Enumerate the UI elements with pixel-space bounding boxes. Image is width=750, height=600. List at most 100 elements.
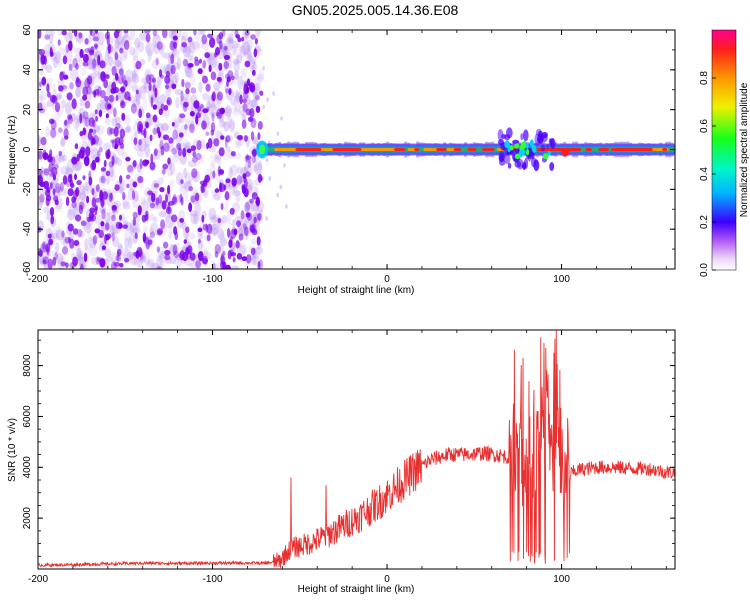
noise-blob [228,118,235,133]
noise-blob-strong [59,71,64,81]
noise-blob [238,105,246,116]
noise-blob-strong [244,226,249,237]
noise-blob [96,31,105,46]
noise-blob [96,124,105,135]
noise-blob [104,248,112,258]
noise-blob-strong [245,212,251,218]
noise-blob-strong [109,127,115,135]
noise-blob-strong [251,148,257,158]
noise-blob [209,213,217,223]
noise-blob [209,102,216,112]
noise-blob-strong [196,139,202,151]
noise-blob-strong [160,219,166,230]
noise-blob-strong [137,176,144,184]
noise-blob-sparse [276,192,280,198]
noise-blob [151,262,161,269]
noise-blob-strong [54,102,60,113]
noise-blob-strong [236,174,243,185]
noise-blob-strong [98,109,103,118]
noise-blob-sparse [266,97,269,102]
noise-blob [92,124,101,133]
noise-blob [250,160,258,168]
spectrogram-y-tick-label: 40 [22,64,33,76]
noise-blob-strong [157,194,163,204]
noise-blob [247,49,253,62]
noise-blob [240,218,245,227]
noise-blob [249,55,257,64]
noise-blob-strong [93,90,97,98]
noise-blob-strong [98,229,105,239]
noise-blob [128,236,133,250]
noise-blob [51,82,57,92]
noise-blob-strong [223,54,231,60]
noise-blob [193,214,199,225]
noise-blob-strong [82,86,89,96]
noise-blob [104,51,110,65]
noise-blob [243,34,249,44]
noise-blob [66,209,76,221]
noise-blob-strong [119,142,125,150]
noise-blob [227,114,232,129]
noise-blob [137,41,145,53]
noise-blob [226,38,234,45]
noise-blob-strong [71,156,78,165]
noise-blob [157,41,166,54]
noise-blob-strong [67,114,73,120]
noise-blob [129,219,139,234]
noise-blob-strong [235,240,240,249]
noise-blob-strong [75,62,79,71]
noise-blob-strong [61,230,65,238]
noise-blob [209,216,218,223]
noise-blob [182,138,189,149]
noise-blob [229,99,237,106]
noise-blob-strong [227,70,234,78]
noise-blob [189,120,195,131]
noise-blob-strong [63,128,69,139]
disturbance-blob [497,129,504,141]
noise-blob [129,46,136,56]
noise-blob [212,226,218,237]
signal-band-core [436,148,447,151]
signal-onset-core [259,144,266,155]
noise-blob-strong [132,216,137,227]
noise-blob-strong [171,83,177,90]
noise-blob [115,38,120,49]
noise-blob [153,30,160,39]
noise-blob-strong [38,226,42,233]
noise-blob-strong [76,153,80,162]
noise-blob [188,40,196,54]
noise-blob [51,228,58,242]
noise-blob [208,207,217,221]
noise-blob-strong [216,76,222,82]
noise-blob [105,176,111,185]
noise-blob [109,170,116,182]
signal-band-edge [596,143,600,156]
disturbance-blob [521,163,527,169]
noise-blob [252,165,260,172]
noise-blob [228,36,234,44]
noise-blob [184,188,189,203]
snr-y-tick-label: 6000 [22,405,33,428]
signal-band-core [467,148,477,151]
noise-blob [54,154,62,164]
noise-blob-strong [111,214,116,222]
noise-blob-strong [190,87,197,94]
spectrogram-x-label: Height of straight line (km) [298,285,415,296]
snr-frame [37,329,676,570]
noise-blob [198,30,206,36]
noise-blob-strong [249,84,256,93]
noise-blob [107,256,113,263]
noise-blob [94,47,99,57]
noise-blob-strong [121,74,126,84]
disturbance-core [521,148,526,156]
noise-blob-strong [120,101,126,109]
disturbance-blob [534,133,541,146]
noise-blob-strong [162,30,168,39]
noise-blob-strong [213,137,220,147]
noise-blob-strong [199,103,204,109]
noise-blob-strong [78,32,83,39]
noise-blob-strong [190,195,196,203]
noise-blob [240,223,246,238]
noise-blob-strong [123,30,129,34]
noise-blob [235,54,243,64]
